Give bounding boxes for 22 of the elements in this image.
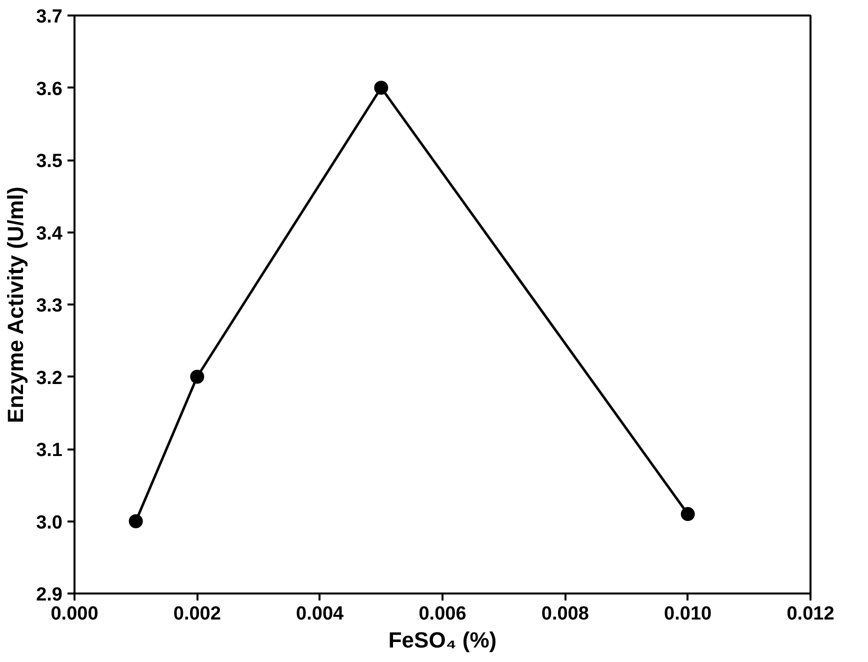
y-tick-label: 3.6 xyxy=(36,78,63,100)
y-tick-label: 3.2 xyxy=(36,368,63,389)
x-tick-label: 0.008 xyxy=(541,604,589,624)
y-axis-title: Enzyme Activity (U/ml) xyxy=(3,186,28,424)
x-tick-label: 0.000 xyxy=(50,604,98,624)
x-tick-label: 0.006 xyxy=(418,604,466,624)
point xyxy=(680,507,695,522)
x-tick-label: 0.012 xyxy=(786,604,834,624)
x-tick-label: 0.002 xyxy=(173,604,221,624)
y-tick-label: 3.7 xyxy=(36,6,63,28)
y-tick-label: 3.4 xyxy=(36,223,63,244)
y-tick-label: 2.9 xyxy=(36,584,63,606)
y-tick-label: 3.0 xyxy=(36,512,63,534)
x-axis-title: FeSO₄ (%) xyxy=(388,628,497,652)
y-tick-label: 3.3 xyxy=(36,296,63,316)
y-tick-label: 3.5 xyxy=(36,151,63,172)
y-tick-label: 3.1 xyxy=(36,440,63,461)
point xyxy=(374,80,388,95)
x-tick-label: 0.010 xyxy=(664,604,712,624)
point xyxy=(128,514,143,528)
point xyxy=(190,370,204,384)
x-tick-label: 0.004 xyxy=(296,604,344,624)
